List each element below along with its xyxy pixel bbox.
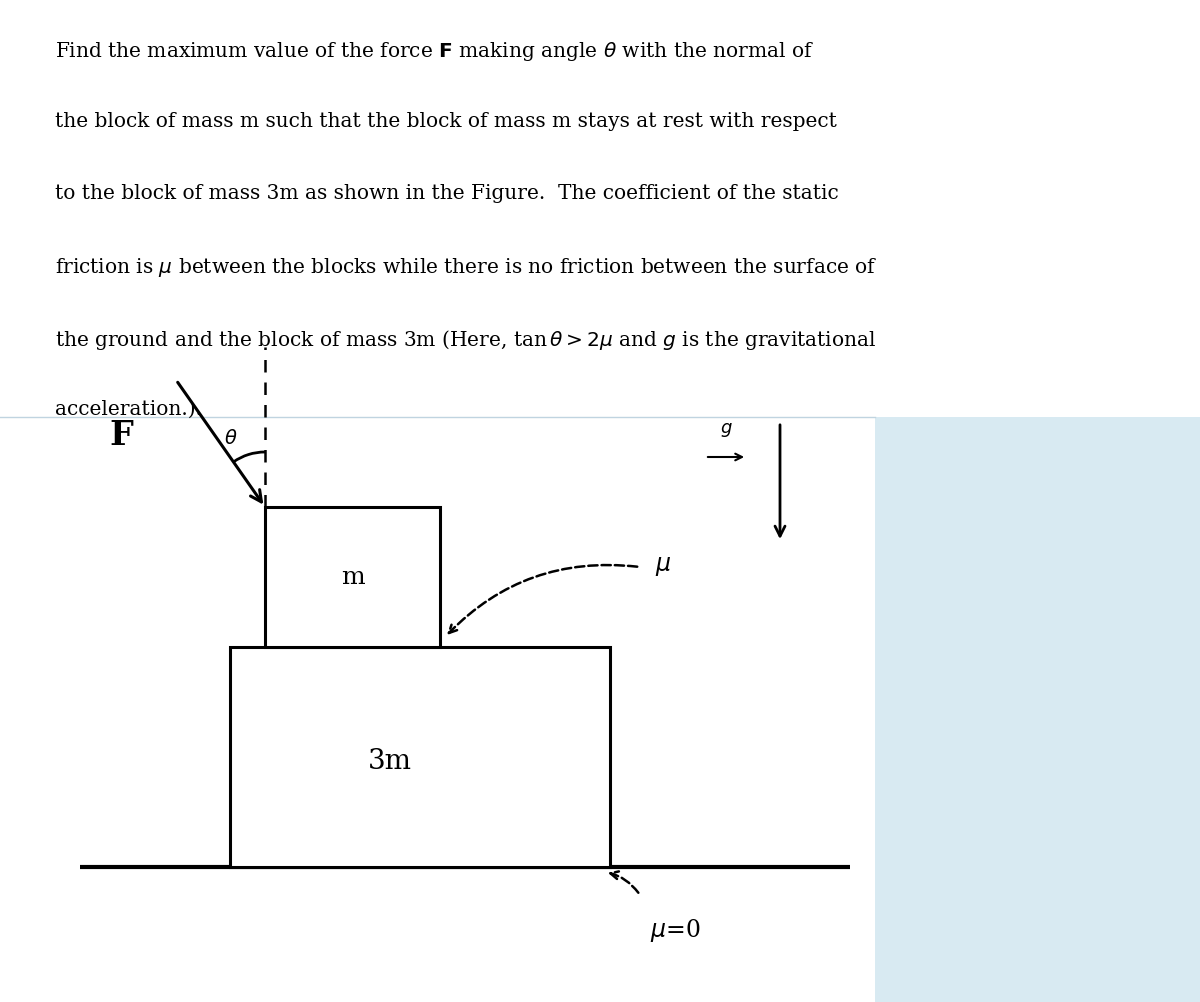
Text: the ground and the block of mass 3m (Here, tan$\,\theta > 2\mu$ and $g$ is the g: the ground and the block of mass 3m (Her… [55, 328, 876, 352]
Text: $\mu$: $\mu$ [655, 555, 671, 578]
Text: $\theta$: $\theta$ [224, 430, 238, 449]
Text: F: F [109, 419, 133, 452]
Bar [875, 417, 1200, 1002]
Text: the block of mass m such that the block of mass m stays at rest with respect: the block of mass m such that the block … [55, 112, 836, 131]
Text: $\mu$=0: $\mu$=0 [650, 917, 701, 944]
Text: to the block of mass 3m as shown in the Figure.  The coefficient of the static: to the block of mass 3m as shown in the … [55, 184, 839, 203]
Bar [230, 647, 610, 867]
Text: m: m [341, 565, 365, 588]
Text: acceleration.).: acceleration.). [55, 400, 202, 419]
Text: 3m: 3m [367, 747, 412, 775]
Bar [265, 507, 440, 647]
Text: friction is $\mu$ between the blocks while there is no friction between the surf: friction is $\mu$ between the blocks whi… [55, 256, 877, 279]
Text: $g$: $g$ [720, 421, 732, 439]
Text: Find the maximum value of the force $\mathbf{F}$ making angle $\theta$ with the : Find the maximum value of the force $\ma… [55, 40, 814, 63]
